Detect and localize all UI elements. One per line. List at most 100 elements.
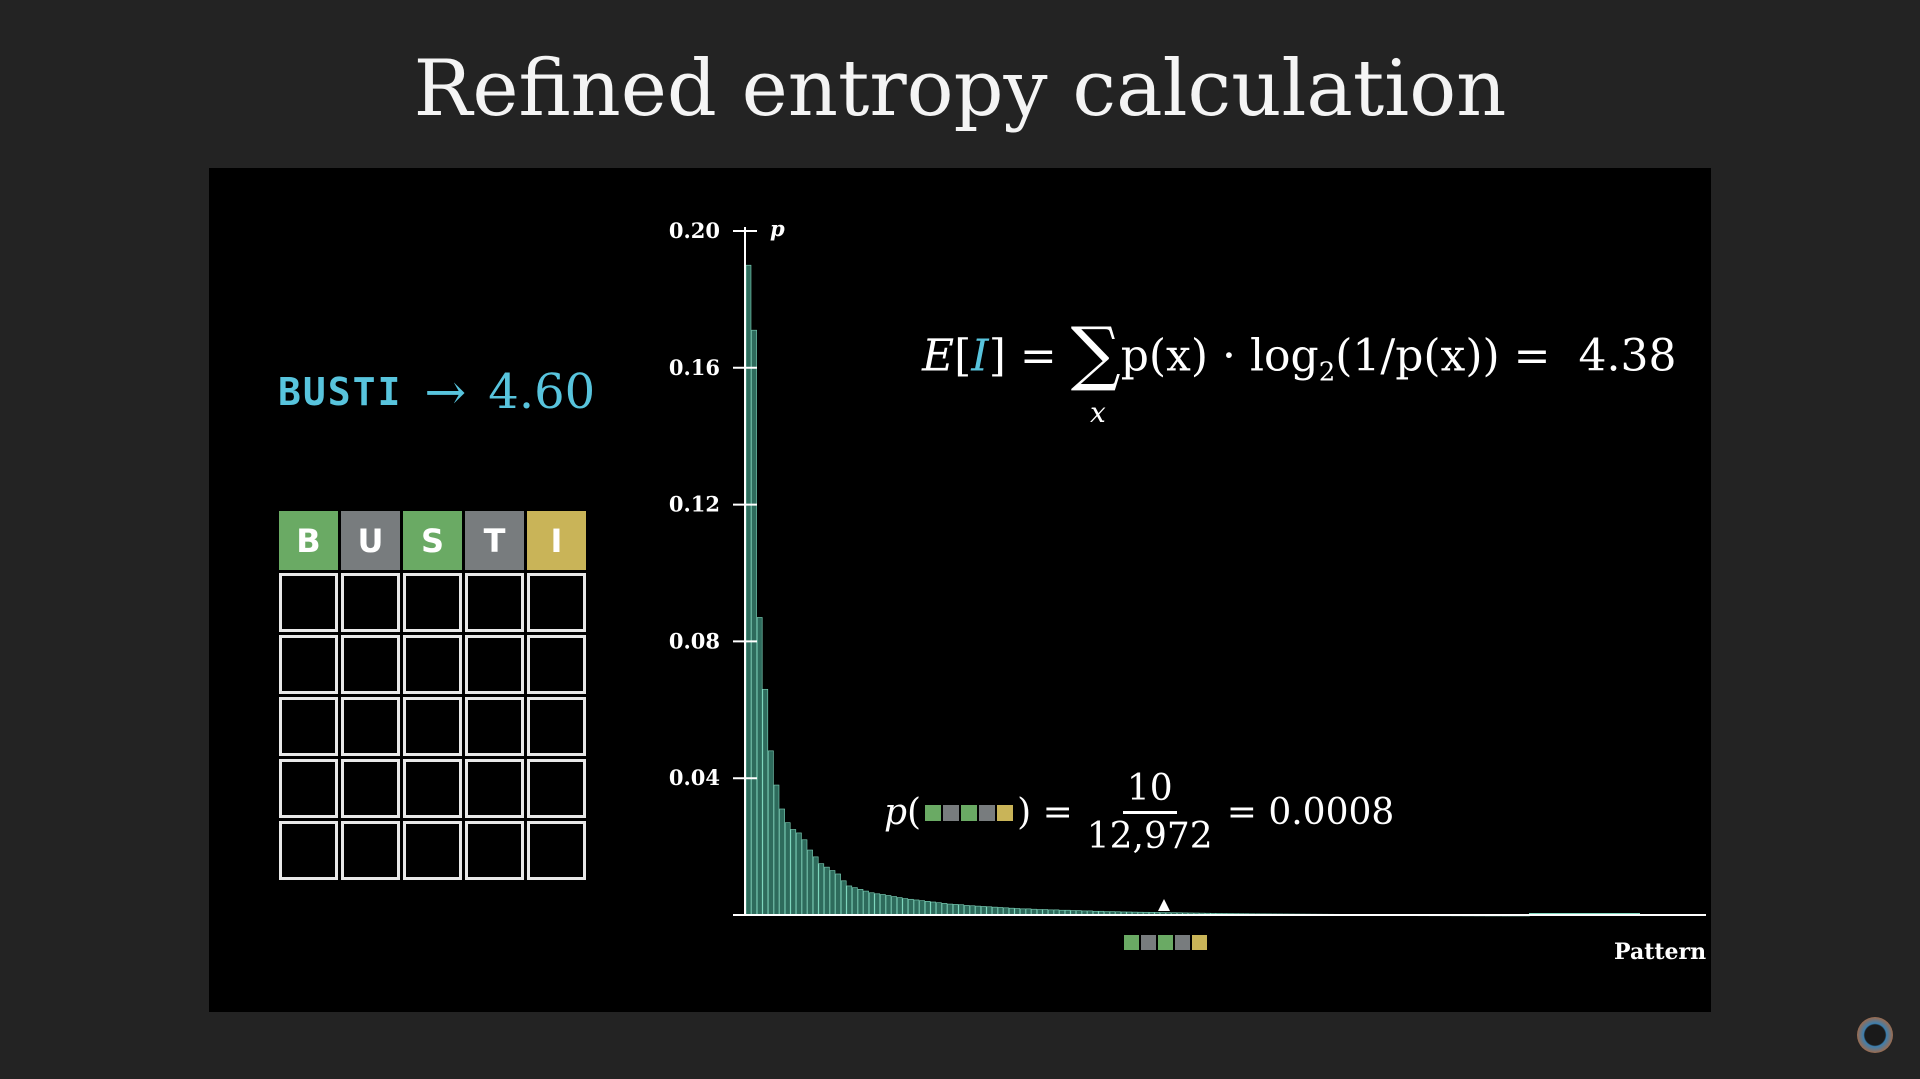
grid-cell — [465, 573, 524, 632]
bar — [930, 901, 937, 916]
y-tick-label: 0.08 — [669, 628, 720, 653]
grid-cell — [279, 573, 338, 632]
bar — [891, 896, 897, 916]
prob-fraction: 10 12,972 — [1087, 768, 1213, 857]
bar — [762, 688, 769, 916]
bar — [807, 849, 813, 916]
bar — [896, 897, 903, 916]
bar — [801, 839, 808, 916]
prob-numerator: 10 — [1122, 768, 1177, 814]
bar — [812, 856, 819, 916]
bar — [958, 904, 965, 916]
bar — [868, 892, 875, 916]
word-entropy-score: 4.60 — [488, 364, 596, 420]
bar — [768, 750, 774, 916]
grid-cell: I — [527, 511, 586, 570]
probability-example: p ( ) = 10 12,972 = 0.0008 — [884, 768, 1394, 857]
bar — [824, 866, 830, 916]
y-tick-label: 0.04 — [669, 765, 720, 790]
prob-close-paren: ) = — [1017, 792, 1073, 833]
bar — [790, 829, 797, 916]
bar — [941, 903, 948, 916]
y-tick-label: 0.16 — [669, 355, 720, 380]
guess-word: BUSTI — [278, 370, 403, 414]
formula-I: I — [971, 330, 989, 382]
bar — [840, 880, 847, 916]
grid-cell: U — [341, 511, 400, 570]
bar — [784, 822, 791, 916]
bar — [846, 885, 853, 916]
bar — [796, 832, 802, 916]
grid-cell — [341, 573, 400, 632]
formula-result: 4.38 — [1578, 330, 1677, 382]
grid-cell — [465, 821, 524, 880]
prob-result: = 0.0008 — [1226, 792, 1395, 833]
sum-symbol: ∑ — [1070, 312, 1121, 394]
grid-cell — [341, 697, 400, 756]
bar — [1008, 907, 1015, 916]
prob-denominator: 12,972 — [1086, 816, 1213, 857]
bar — [902, 898, 909, 916]
prob-p: p — [884, 792, 908, 833]
bar — [829, 870, 836, 916]
bar — [874, 893, 881, 916]
pattern-square — [1192, 935, 1207, 950]
grid-cell — [279, 821, 338, 880]
bar — [913, 899, 920, 916]
chart-axes — [733, 227, 1706, 916]
grid-cell — [465, 635, 524, 694]
bar — [880, 894, 886, 916]
bar — [751, 329, 757, 916]
pattern-square — [961, 804, 978, 821]
bar — [936, 902, 942, 916]
entropy-formula: E[I] = ∑ x p(x) · log2(1/p(x)) = 4.38 — [922, 312, 1677, 429]
y-axis-title: p — [770, 216, 785, 241]
bar — [1003, 907, 1009, 916]
grid-cell — [403, 573, 462, 632]
sum-index: x — [1090, 396, 1106, 429]
bar — [852, 887, 858, 916]
grid-cell: S — [403, 511, 462, 570]
bar — [952, 904, 959, 916]
grid-cell — [527, 759, 586, 818]
grid-cell: B — [279, 511, 338, 570]
prob-pattern-icon — [925, 804, 1014, 821]
bar — [863, 890, 869, 916]
grid-cell: T — [465, 511, 524, 570]
grid-cell — [527, 573, 586, 632]
pattern-square — [1124, 935, 1139, 950]
formula-body-1: p(x) · log — [1120, 330, 1319, 382]
bar — [745, 264, 752, 916]
grid-cell — [341, 635, 400, 694]
grid-cell — [403, 821, 462, 880]
bar — [947, 903, 953, 916]
corner-logo-icon — [1857, 1017, 1893, 1053]
bar — [975, 905, 981, 916]
pattern-marker-icon — [1124, 935, 1207, 950]
grid-cell — [341, 759, 400, 818]
grid-cell — [527, 821, 586, 880]
bar — [924, 901, 931, 916]
bar — [818, 863, 825, 916]
pattern-square — [1158, 935, 1173, 950]
pattern-square — [1175, 935, 1190, 950]
grid-cell — [403, 697, 462, 756]
bar — [964, 905, 970, 916]
arrow-icon: → — [424, 363, 467, 421]
bar — [992, 906, 998, 916]
page-title: Refined entropy calculation — [413, 44, 1507, 134]
pattern-square — [943, 804, 960, 821]
bar — [756, 617, 763, 916]
pattern-square — [979, 804, 996, 821]
grid-cell — [403, 759, 462, 818]
bar — [773, 784, 780, 916]
x-axis-title: Pattern — [1614, 939, 1706, 965]
pattern-square — [925, 804, 942, 821]
pattern-square — [997, 804, 1014, 821]
bar — [986, 906, 993, 916]
grid-cell — [279, 759, 338, 818]
pattern-square — [1141, 935, 1156, 950]
grid-cell — [403, 635, 462, 694]
